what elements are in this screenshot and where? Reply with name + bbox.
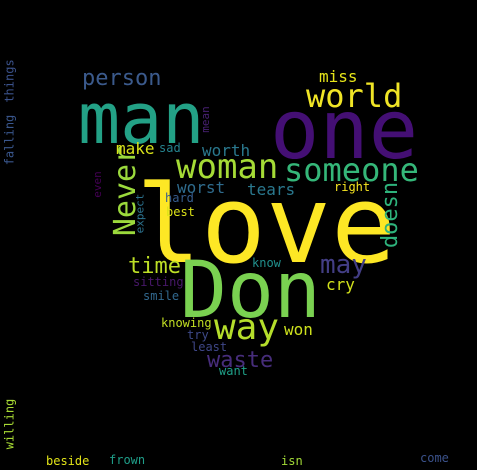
word-hard: hard [165,191,194,205]
word-try: try [187,328,209,342]
word-worth: worth [202,141,251,160]
word-make: make [116,139,155,158]
word-things: things [2,59,17,103]
word-even: even [90,171,104,198]
word-expect: expect [133,193,147,234]
word-worst: worst [177,178,226,197]
word-least: least [191,340,228,354]
word-woman: woman [176,147,279,187]
word-someone: someone [284,151,419,189]
word-tears: tears [247,180,296,199]
word-sad: sad [159,141,181,155]
word-knowing: knowing [161,316,212,330]
word-cry: cry [326,275,355,294]
word-know: know [252,256,281,270]
word-person: person [82,66,162,91]
word-time: time [128,254,181,279]
word-falling: falling [2,114,17,166]
word-one: one [270,83,419,178]
word-may: may [320,250,367,280]
word-way: way [214,307,280,348]
word-won: won [284,320,313,339]
word-willing: willing [2,398,17,450]
word-waste: waste [207,348,274,373]
word-world: world [306,77,403,115]
word-right: right [334,180,371,194]
word-man: man [78,78,205,160]
word-want: want [219,364,248,378]
word-don: Don [180,246,321,336]
word-love: love [136,163,397,288]
word-sitting: sitting [133,275,184,289]
word-doesn: doesn [378,181,404,249]
word-best: best [166,205,195,219]
word-smile: smile [143,289,180,303]
word-isn: isn [281,454,303,468]
word-mean: mean [198,106,212,133]
word-miss: miss [319,67,358,86]
word-frown: frown [109,453,146,467]
word-beside: beside [46,454,90,468]
word-come: come [420,451,449,465]
